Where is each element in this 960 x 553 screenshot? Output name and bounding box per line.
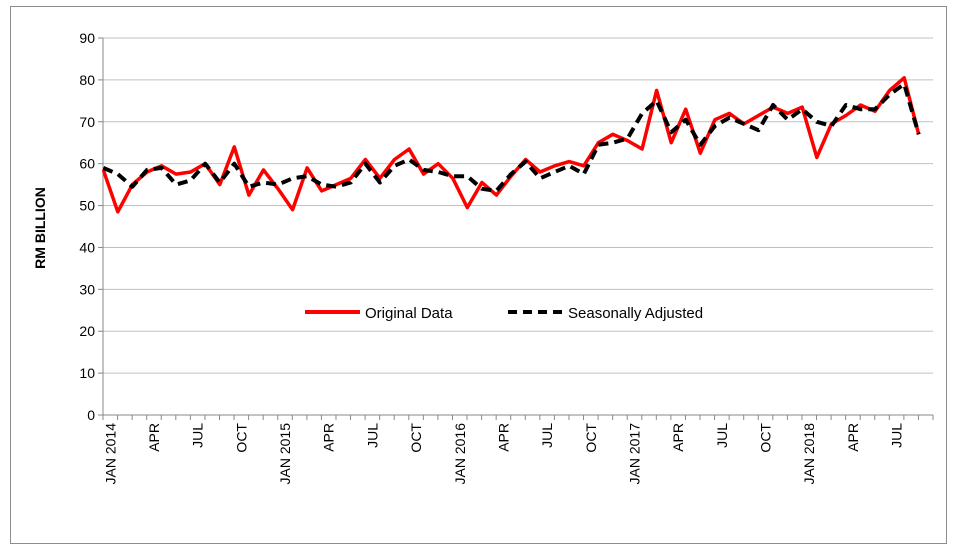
series-line-original-data <box>101 76 921 214</box>
y-tick-label: 30 <box>79 281 95 297</box>
x-tick-label: OCT <box>758 423 774 453</box>
x-tick-label: JAN 2016 <box>452 423 468 485</box>
x-tick-label: OCT <box>408 423 424 453</box>
legend: Original Data Seasonally Adjusted <box>305 305 703 322</box>
y-tick-label: 0 <box>87 407 95 423</box>
x-tick-label: APR <box>146 423 162 452</box>
x-tick-label: JUL <box>190 423 206 448</box>
y-tick-label: 60 <box>79 156 95 172</box>
legend-label-original: Original Data <box>365 305 453 322</box>
chart-frame <box>10 6 947 544</box>
y-axis-label: RM BILLION <box>32 187 48 269</box>
y-tick-label: 40 <box>79 239 95 255</box>
x-tick-label: JUL <box>364 423 380 448</box>
y-tick-label: 20 <box>79 323 95 339</box>
legend-label-seasonally-adjusted: Seasonally Adjusted <box>568 305 703 322</box>
x-tick-label: JUL <box>889 423 905 448</box>
y-tick-label: 80 <box>79 72 95 88</box>
x-tick-label: JUL <box>714 423 730 448</box>
x-tick-label: JAN 2017 <box>626 423 642 485</box>
series-line-seasonally-adjusted <box>102 82 921 193</box>
y-tick-label: 10 <box>79 365 95 381</box>
x-tick-label: JAN 2014 <box>102 423 118 485</box>
x-tick-label: APR <box>321 423 337 452</box>
x-tick-label: OCT <box>583 423 599 453</box>
y-tick-label: 50 <box>79 198 95 214</box>
x-tick-label: APR <box>670 423 686 452</box>
x-tick-label: APR <box>495 423 511 452</box>
y-tick-label: 70 <box>79 114 95 130</box>
x-tick-label: OCT <box>233 423 249 453</box>
x-tick-label: APR <box>845 423 861 452</box>
x-tick-label: JAN 2015 <box>277 423 293 485</box>
y-tick-label: 90 <box>79 30 95 46</box>
x-tick-label: JUL <box>539 423 555 448</box>
x-tick-label: JAN 2018 <box>801 423 817 485</box>
